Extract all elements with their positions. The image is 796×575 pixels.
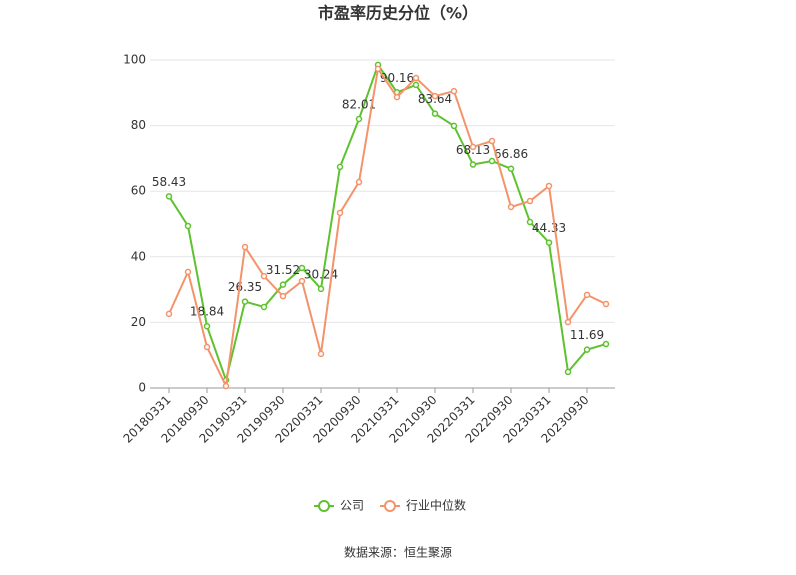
- legend-marker: [384, 500, 396, 512]
- data-point: [241, 243, 249, 251]
- data-point: [602, 300, 610, 308]
- data-point: [393, 93, 401, 101]
- data-point: [431, 92, 439, 100]
- data-point: [355, 115, 363, 123]
- data-point: [336, 209, 344, 217]
- data-point: [469, 161, 477, 168]
- data-label: 18.84: [190, 305, 224, 319]
- data-point: [564, 318, 572, 326]
- data-label: 30.24: [304, 267, 338, 281]
- data-point: [526, 218, 534, 226]
- data-point: [526, 197, 534, 205]
- data-point: [564, 368, 572, 376]
- data-point: [450, 122, 458, 130]
- data-point: [298, 277, 306, 285]
- y-tick-label: 40: [131, 249, 146, 263]
- data-point: [336, 163, 344, 171]
- data-label: 11.69: [570, 328, 604, 342]
- y-tick-label: 20: [131, 315, 146, 329]
- data-point: [469, 143, 477, 151]
- data-point: [583, 291, 591, 299]
- data-point: [583, 346, 591, 353]
- data-point: [450, 87, 458, 95]
- data-point: [374, 65, 382, 73]
- data-label: 58.43: [152, 175, 186, 189]
- data-label: 26.35: [228, 280, 262, 294]
- data-point: [507, 165, 515, 172]
- data-point: [165, 310, 173, 318]
- data-point: [431, 110, 439, 117]
- y-tick-label: 80: [131, 118, 146, 132]
- data-point: [260, 272, 268, 280]
- y-tick-label: 100: [123, 53, 146, 67]
- chart-title: 市盈率历史分位（%）: [318, 4, 478, 23]
- legend-label: 公司: [340, 499, 364, 513]
- source-note: 数据来源：恒生聚源: [344, 545, 452, 560]
- y-tick-label: 60: [131, 184, 146, 198]
- data-point: [412, 81, 420, 89]
- data-point: [203, 322, 211, 330]
- legend-label: 行业中位数: [406, 498, 466, 513]
- data-point: [165, 193, 173, 200]
- data-label: 66.86: [494, 147, 528, 161]
- series-line: [168, 62, 607, 384]
- data-point: [412, 74, 420, 82]
- data-point: [602, 340, 610, 348]
- data-point: [298, 264, 306, 272]
- legend-marker: [318, 500, 330, 512]
- data-point: [317, 285, 325, 293]
- data-point: [203, 343, 211, 351]
- data-point: [545, 182, 553, 190]
- y-tick-label: 0: [138, 381, 146, 395]
- data-point: [241, 298, 249, 305]
- data-point: [488, 137, 496, 145]
- data-point: [279, 281, 287, 288]
- data-point: [222, 382, 230, 390]
- data-point: [355, 178, 363, 186]
- data-point: [184, 222, 192, 230]
- data-point: [279, 292, 287, 300]
- data-label: 90.16: [380, 71, 414, 85]
- data-point: [260, 303, 268, 311]
- data-point: [184, 268, 192, 276]
- data-point: [507, 203, 515, 211]
- data-label: 82.01: [342, 98, 376, 112]
- data-label: 44.33: [532, 221, 566, 235]
- data-point: [488, 157, 496, 165]
- data-label: 31.52: [266, 263, 300, 277]
- data-point: [317, 350, 325, 358]
- data-point: [545, 239, 553, 246]
- series-line: [168, 66, 607, 390]
